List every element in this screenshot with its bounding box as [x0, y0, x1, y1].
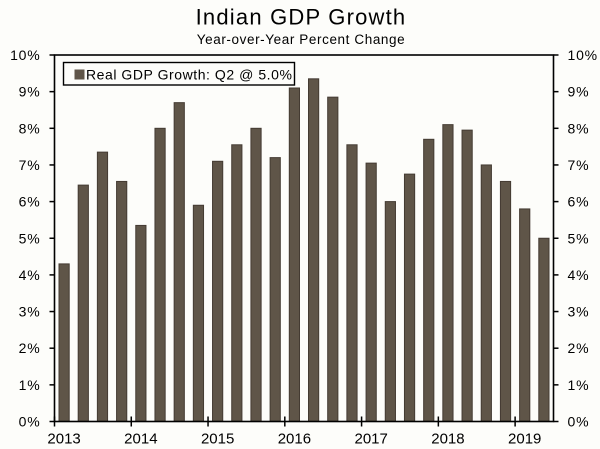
svg-text:0%: 0%	[19, 414, 41, 430]
svg-text:8%: 8%	[568, 120, 590, 136]
svg-text:6%: 6%	[568, 194, 590, 210]
svg-text:0%: 0%	[568, 414, 590, 430]
svg-text:3%: 3%	[19, 304, 41, 320]
svg-text:2%: 2%	[568, 340, 590, 356]
svg-text:Indian GDP Growth: Indian GDP Growth	[196, 5, 407, 30]
svg-text:7%: 7%	[568, 157, 590, 173]
svg-text:10%: 10%	[10, 47, 40, 63]
svg-text:5%: 5%	[19, 230, 41, 246]
svg-text:1%: 1%	[19, 377, 41, 393]
svg-text:1%: 1%	[568, 377, 590, 393]
svg-text:4%: 4%	[19, 267, 41, 283]
svg-text:2%: 2%	[19, 340, 41, 356]
svg-text:2018: 2018	[431, 431, 464, 448]
svg-text:2016: 2016	[278, 431, 311, 448]
svg-text:9%: 9%	[568, 84, 590, 100]
svg-text:2015: 2015	[201, 431, 234, 448]
svg-text:5%: 5%	[568, 230, 590, 246]
svg-text:Real GDP Growth: Q2 @ 5.0%: Real GDP Growth: Q2 @ 5.0%	[86, 67, 292, 83]
svg-text:7%: 7%	[19, 157, 41, 173]
svg-text:10%: 10%	[568, 47, 598, 63]
svg-text:Year-over-Year Percent Change: Year-over-Year Percent Change	[197, 32, 406, 47]
svg-text:6%: 6%	[19, 194, 41, 210]
svg-text:8%: 8%	[19, 120, 41, 136]
svg-text:4%: 4%	[568, 267, 590, 283]
svg-text:2014: 2014	[124, 431, 157, 448]
svg-text:2019: 2019	[508, 431, 541, 448]
svg-text:2017: 2017	[354, 431, 387, 448]
svg-text:3%: 3%	[568, 304, 590, 320]
svg-text:2013: 2013	[47, 431, 80, 448]
svg-text:9%: 9%	[19, 84, 41, 100]
